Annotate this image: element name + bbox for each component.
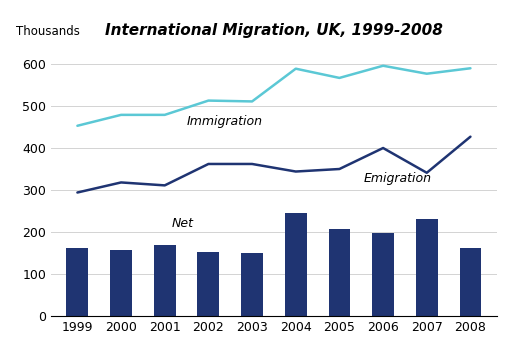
Text: Immigration: Immigration bbox=[186, 115, 263, 128]
Bar bbox=[416, 219, 438, 316]
Text: Emigration: Emigration bbox=[364, 172, 432, 186]
Title: International Migration, UK, 1999-2008: International Migration, UK, 1999-2008 bbox=[105, 23, 443, 38]
Text: Thousands: Thousands bbox=[15, 25, 79, 38]
Bar bbox=[67, 247, 89, 316]
Bar bbox=[285, 213, 307, 316]
Text: Net: Net bbox=[172, 216, 194, 229]
Bar bbox=[110, 250, 132, 316]
Bar bbox=[372, 233, 394, 316]
Bar bbox=[198, 252, 219, 316]
Bar bbox=[154, 244, 176, 316]
Bar bbox=[460, 247, 481, 316]
Bar bbox=[241, 253, 263, 316]
Bar bbox=[329, 229, 350, 316]
